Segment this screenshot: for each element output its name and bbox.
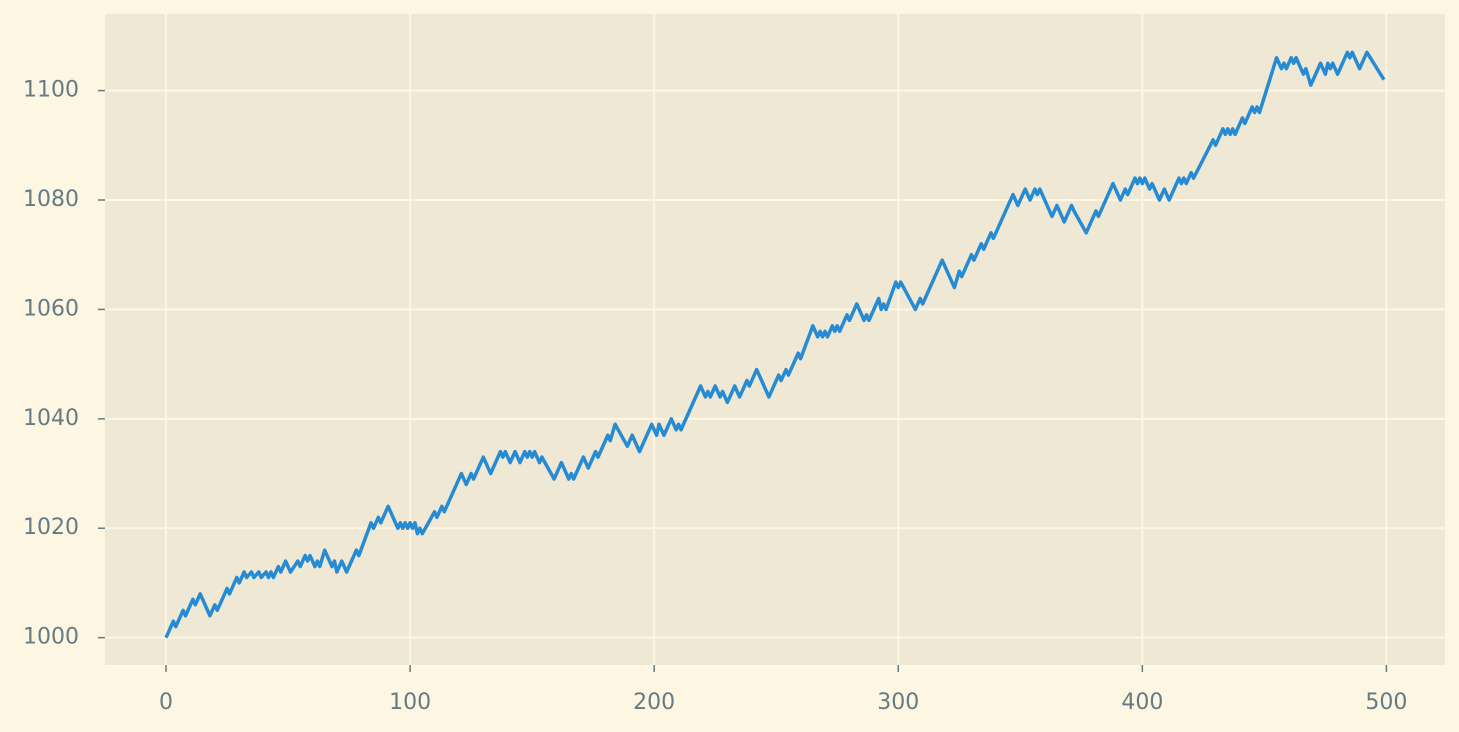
x-tick-label: 300 <box>877 690 919 715</box>
plot-area <box>105 14 1445 665</box>
y-tick-label: 1020 <box>23 515 79 540</box>
x-tick-label: 400 <box>1121 690 1163 715</box>
y-tick-label: 1040 <box>23 406 79 431</box>
x-tick-label: 100 <box>389 690 431 715</box>
y-tick-label: 1060 <box>23 296 79 321</box>
y-tick-label: 1080 <box>23 187 79 212</box>
y-tick-label: 1100 <box>23 78 79 103</box>
x-tick-label: 500 <box>1365 690 1407 715</box>
y-tick-label: 1000 <box>23 625 79 650</box>
x-tick-label: 0 <box>159 690 173 715</box>
x-tick-label: 200 <box>633 690 675 715</box>
line <box>164 50 1386 639</box>
